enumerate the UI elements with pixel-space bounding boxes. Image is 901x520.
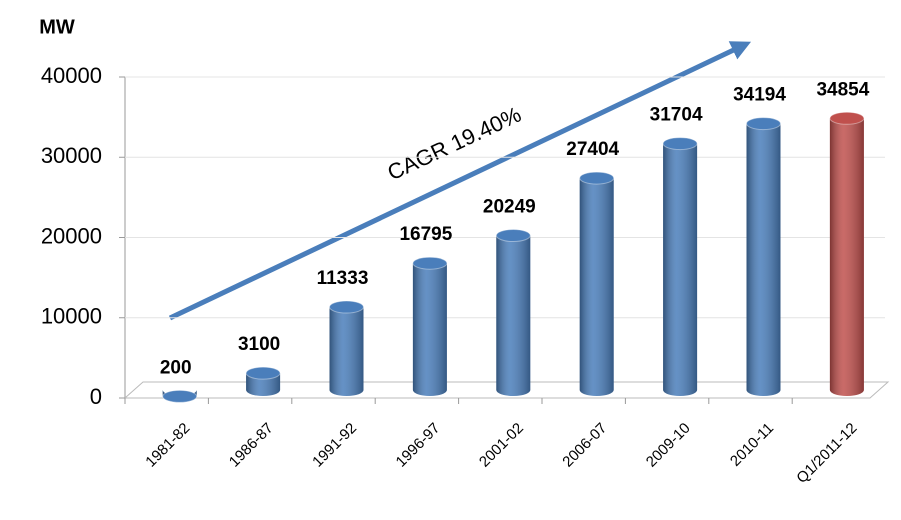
value-label: 34194: [733, 85, 786, 106]
bar-top: [829, 111, 865, 125]
y-tick-label: 0: [90, 384, 102, 409]
bar-shade: [829, 118, 864, 396]
bar-shade: [579, 178, 614, 396]
value-label: 27404: [566, 139, 619, 160]
bar-shade: [412, 263, 447, 396]
x-tick-label: 2001-02: [476, 420, 527, 471]
bar-top: [329, 300, 364, 314]
bar: [162, 389, 198, 403]
bar-shade: [746, 123, 781, 397]
y-tick-label: 20000: [41, 223, 102, 248]
bar-top: [412, 256, 448, 270]
x-tick-label: 2006-07: [559, 420, 610, 471]
value-label: 200: [160, 357, 192, 378]
bar-shade: [496, 235, 531, 396]
bar-shade: [663, 143, 698, 396]
trend-arrow: [168, 41, 752, 321]
bar-top: [245, 366, 281, 380]
bar: [662, 137, 698, 396]
annotation: CAGR 19.40%: [384, 102, 525, 186]
y-tick-label: 40000: [41, 63, 102, 88]
value-label: 34854: [816, 79, 869, 100]
x-tick-label: 1986-87: [226, 420, 277, 471]
bar: [329, 300, 364, 396]
bar-top: [662, 137, 698, 151]
x-tick-label: Q1/2011-12: [793, 420, 860, 487]
x-tick-label: 2010-11: [727, 420, 777, 470]
bar-shade: [329, 307, 364, 396]
y-tick-label: 30000: [41, 143, 102, 168]
bar-top: [579, 171, 615, 185]
x-tick-label: 1996-97: [393, 420, 444, 471]
value-label: 3100: [238, 334, 280, 355]
value-label: 31704: [650, 105, 703, 126]
bar: [829, 111, 865, 396]
y-axis-label: MW: [39, 16, 75, 38]
bar-top: [162, 389, 198, 403]
bar: [245, 366, 281, 396]
floor: [123, 381, 890, 399]
bar: [412, 256, 448, 396]
bar: [579, 171, 615, 396]
bar: [495, 229, 531, 396]
bar: [746, 117, 781, 397]
bar-shade: [246, 373, 281, 396]
value-label: 16795: [399, 224, 452, 245]
value-label: 11333: [317, 268, 369, 289]
x-tick-label: 1981-82: [142, 420, 193, 471]
x-tick-label: 2009-10: [643, 420, 694, 471]
bar-top: [746, 117, 781, 131]
y-tick-label: 10000: [41, 304, 102, 329]
bar-top: [495, 229, 531, 243]
value-label: 20249: [483, 197, 536, 218]
x-tick-label: 1991-92: [309, 420, 360, 471]
